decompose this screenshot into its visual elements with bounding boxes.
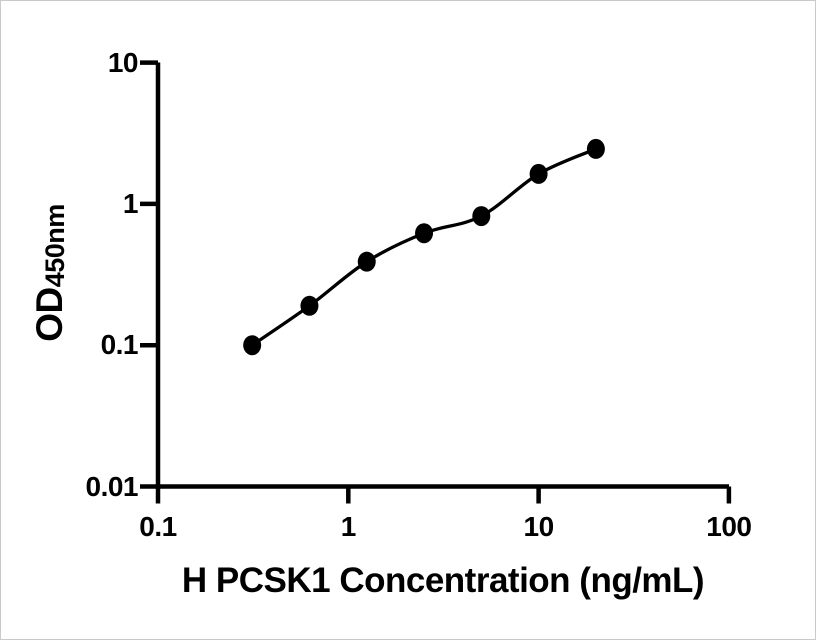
y-axis-title-main: OD — [29, 287, 70, 342]
data-point — [415, 223, 434, 244]
y-tick-label: 10 — [107, 46, 139, 78]
y-axis-title-subscript: 450nm — [40, 204, 70, 288]
data-point — [472, 206, 491, 227]
data-point — [300, 295, 319, 316]
y-tick-label: 1 — [122, 187, 139, 219]
y-tick-label: 0.01 — [85, 470, 139, 502]
data-point — [529, 163, 548, 184]
data-point — [586, 138, 605, 159]
x-tick-label: 100 — [706, 511, 752, 542]
y-axis-title: OD450nm — [29, 204, 71, 342]
y-tick-label: 0.1 — [100, 329, 139, 361]
data-point — [357, 251, 376, 272]
x-tick-label: 1 — [340, 511, 357, 542]
x-tick-label: 10 — [523, 511, 555, 542]
x-axis-title: H PCSK1 Concentration (ng/mL) — [181, 561, 705, 600]
data-point — [243, 335, 262, 356]
x-tick-label: 0.1 — [139, 511, 177, 542]
